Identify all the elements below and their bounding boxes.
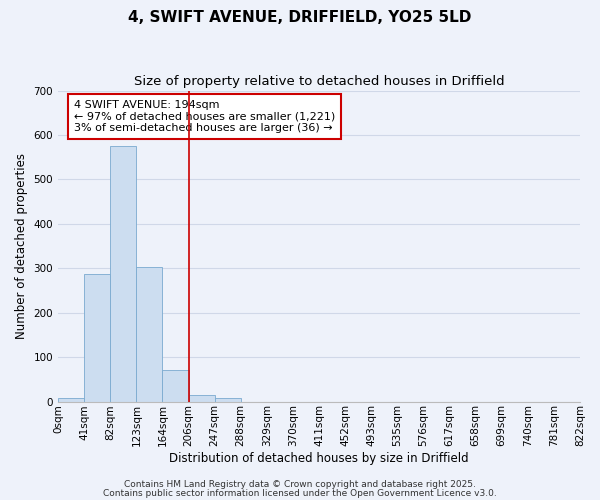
Bar — [163, 370, 188, 402]
Bar — [110, 146, 136, 402]
Text: Contains HM Land Registry data © Crown copyright and database right 2025.: Contains HM Land Registry data © Crown c… — [124, 480, 476, 489]
Bar — [136, 267, 163, 402]
Text: Contains public sector information licensed under the Open Government Licence v3: Contains public sector information licen… — [103, 489, 497, 498]
Title: Size of property relative to detached houses in Driffield: Size of property relative to detached ho… — [134, 75, 505, 88]
X-axis label: Distribution of detached houses by size in Driffield: Distribution of detached houses by size … — [169, 452, 469, 465]
Text: 4 SWIFT AVENUE: 194sqm
← 97% of detached houses are smaller (1,221)
3% of semi-d: 4 SWIFT AVENUE: 194sqm ← 97% of detached… — [74, 100, 335, 133]
Bar — [58, 398, 84, 402]
Text: 4, SWIFT AVENUE, DRIFFIELD, YO25 5LD: 4, SWIFT AVENUE, DRIFFIELD, YO25 5LD — [128, 10, 472, 25]
Bar — [215, 398, 241, 402]
Bar — [84, 274, 110, 402]
Bar — [188, 395, 215, 402]
Y-axis label: Number of detached properties: Number of detached properties — [15, 153, 28, 339]
